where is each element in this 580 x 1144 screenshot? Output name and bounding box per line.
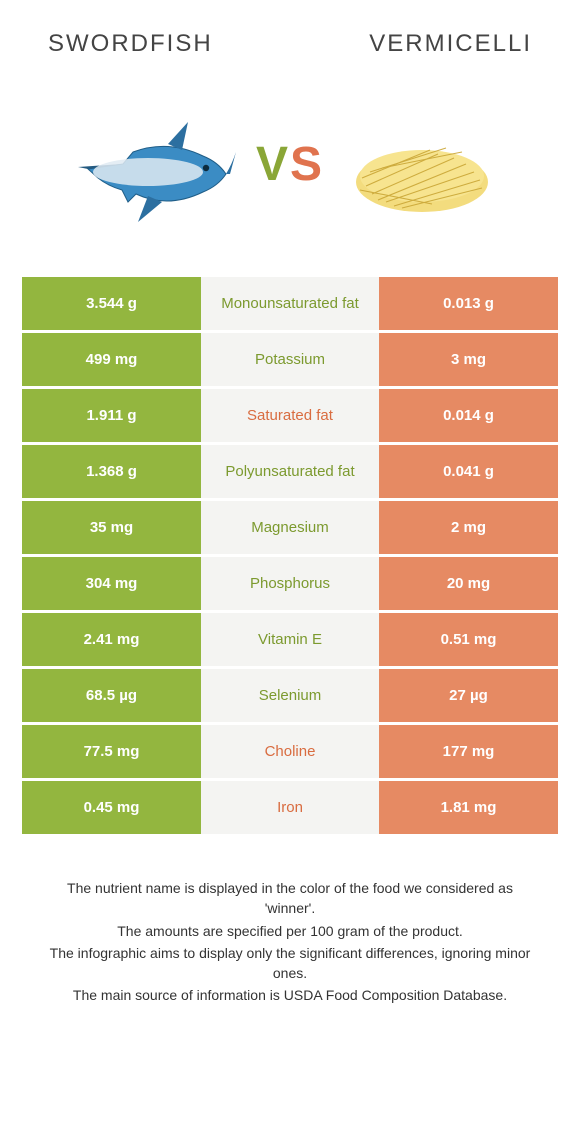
right-value-cell: 27 µg — [379, 666, 558, 722]
nutrient-label-cell: Saturated fat — [201, 386, 379, 442]
footer-line: The infographic aims to display only the… — [40, 943, 540, 984]
table-row: 1.911 gSaturated fat0.014 g — [22, 386, 558, 442]
footer-line: The main source of information is USDA F… — [40, 985, 540, 1005]
table-row: 2.41 mgVitamin E0.51 mg — [22, 610, 558, 666]
right-food-image — [342, 94, 502, 234]
nutrient-label-cell: Vitamin E — [201, 610, 379, 666]
vs-letter-s: S — [290, 138, 324, 191]
vs-label: VS — [256, 137, 324, 192]
right-value-cell: 0.014 g — [379, 386, 558, 442]
table-row: 0.45 mgIron1.81 mg — [22, 778, 558, 834]
left-value-cell: 2.41 mg — [22, 610, 201, 666]
left-value-cell: 304 mg — [22, 554, 201, 610]
right-value-cell: 20 mg — [379, 554, 558, 610]
nutrient-label-cell: Magnesium — [201, 498, 379, 554]
comparison-table: 3.544 gMonounsaturated fat0.013 g499 mgP… — [22, 274, 558, 834]
footer-line: The amounts are specified per 100 gram o… — [40, 921, 540, 941]
left-value-cell: 3.544 g — [22, 274, 201, 330]
table-row: 35 mgMagnesium2 mg — [22, 498, 558, 554]
right-value-cell: 0.041 g — [379, 442, 558, 498]
nutrient-label-cell: Choline — [201, 722, 379, 778]
right-food-title: Vermicelli — [369, 30, 532, 58]
nutrient-label-cell: Polyunsaturated fat — [201, 442, 379, 498]
right-value-cell: 0.51 mg — [379, 610, 558, 666]
right-value-cell: 177 mg — [379, 722, 558, 778]
left-value-cell: 1.368 g — [22, 442, 201, 498]
header: Swordfish Vermicelli — [0, 0, 580, 66]
table-row: 3.544 gMonounsaturated fat0.013 g — [22, 274, 558, 330]
table-row: 1.368 gPolyunsaturated fat0.041 g — [22, 442, 558, 498]
left-value-cell: 499 mg — [22, 330, 201, 386]
right-value-cell: 1.81 mg — [379, 778, 558, 834]
left-value-cell: 77.5 mg — [22, 722, 201, 778]
left-food-image — [78, 94, 238, 234]
table-row: 77.5 mgCholine177 mg — [22, 722, 558, 778]
right-value-cell: 2 mg — [379, 498, 558, 554]
vs-row: VS — [0, 66, 580, 274]
footer-line: The nutrient name is displayed in the co… — [40, 878, 540, 919]
table-row: 304 mgPhosphorus20 mg — [22, 554, 558, 610]
nutrient-label-cell: Phosphorus — [201, 554, 379, 610]
vermicelli-icon — [342, 94, 502, 234]
right-value-cell: 0.013 g — [379, 274, 558, 330]
table-row: 499 mgPotassium3 mg — [22, 330, 558, 386]
nutrient-label-cell: Selenium — [201, 666, 379, 722]
nutrient-label-cell: Potassium — [201, 330, 379, 386]
left-food-title: Swordfish — [48, 30, 213, 58]
table-row: 68.5 µgSelenium27 µg — [22, 666, 558, 722]
left-value-cell: 1.911 g — [22, 386, 201, 442]
left-value-cell: 0.45 mg — [22, 778, 201, 834]
left-value-cell: 68.5 µg — [22, 666, 201, 722]
footer-notes: The nutrient name is displayed in the co… — [40, 878, 540, 1006]
swordfish-icon — [78, 94, 238, 234]
vs-letter-v: V — [256, 138, 290, 191]
nutrient-label-cell: Monounsaturated fat — [201, 274, 379, 330]
nutrient-label-cell: Iron — [201, 778, 379, 834]
right-value-cell: 3 mg — [379, 330, 558, 386]
left-value-cell: 35 mg — [22, 498, 201, 554]
